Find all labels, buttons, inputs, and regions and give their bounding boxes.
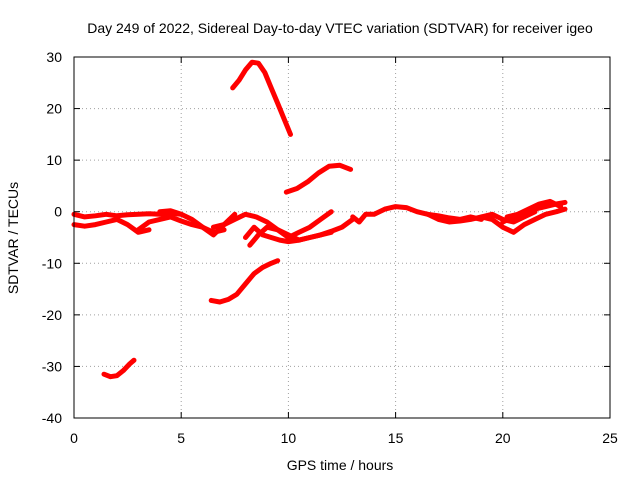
series-arc-15 [478, 206, 568, 235]
series-arc-17 [504, 198, 564, 220]
x-tick-label: 25 [602, 430, 618, 446]
y-tick-labels: -40 -30 -20 -10 0 10 20 30 [42, 49, 62, 426]
grid [74, 57, 610, 418]
y-tick-label: -10 [42, 255, 62, 271]
x-tick-label: 20 [495, 430, 511, 446]
ticks [73, 56, 611, 419]
series-arc-5 [71, 210, 184, 220]
chart-title: Day 249 of 2022, Sidereal Day-to-day VTE… [87, 20, 593, 36]
x-axis-label: GPS time / hours [287, 457, 394, 473]
x-tick-label: 0 [70, 430, 78, 446]
x-tick-label: 10 [281, 430, 297, 446]
plot-frame [73, 56, 611, 419]
x-tick-label: 15 [388, 430, 404, 446]
y-tick-label: 20 [46, 101, 62, 117]
y-axis-label: SDTVAR / TECUs [5, 182, 21, 294]
series-arc-2 [208, 258, 281, 305]
series-arc-3 [230, 59, 293, 137]
series-arc-12 [285, 209, 334, 240]
y-tick-label: -30 [42, 358, 62, 374]
x-tick-labels: 0 5 10 15 20 25 [70, 430, 618, 446]
series-arc-4 [283, 162, 354, 195]
y-tick-label: 0 [54, 204, 62, 220]
y-tick-label: -40 [42, 410, 62, 426]
series-arc-1 [101, 357, 137, 380]
x-tick-label: 5 [177, 430, 185, 446]
y-tick-label: -20 [42, 307, 62, 323]
y-tick-label: 30 [46, 49, 62, 65]
y-tick-label: 10 [46, 152, 62, 168]
series-group [71, 59, 568, 380]
series-arc-11 [247, 216, 356, 248]
